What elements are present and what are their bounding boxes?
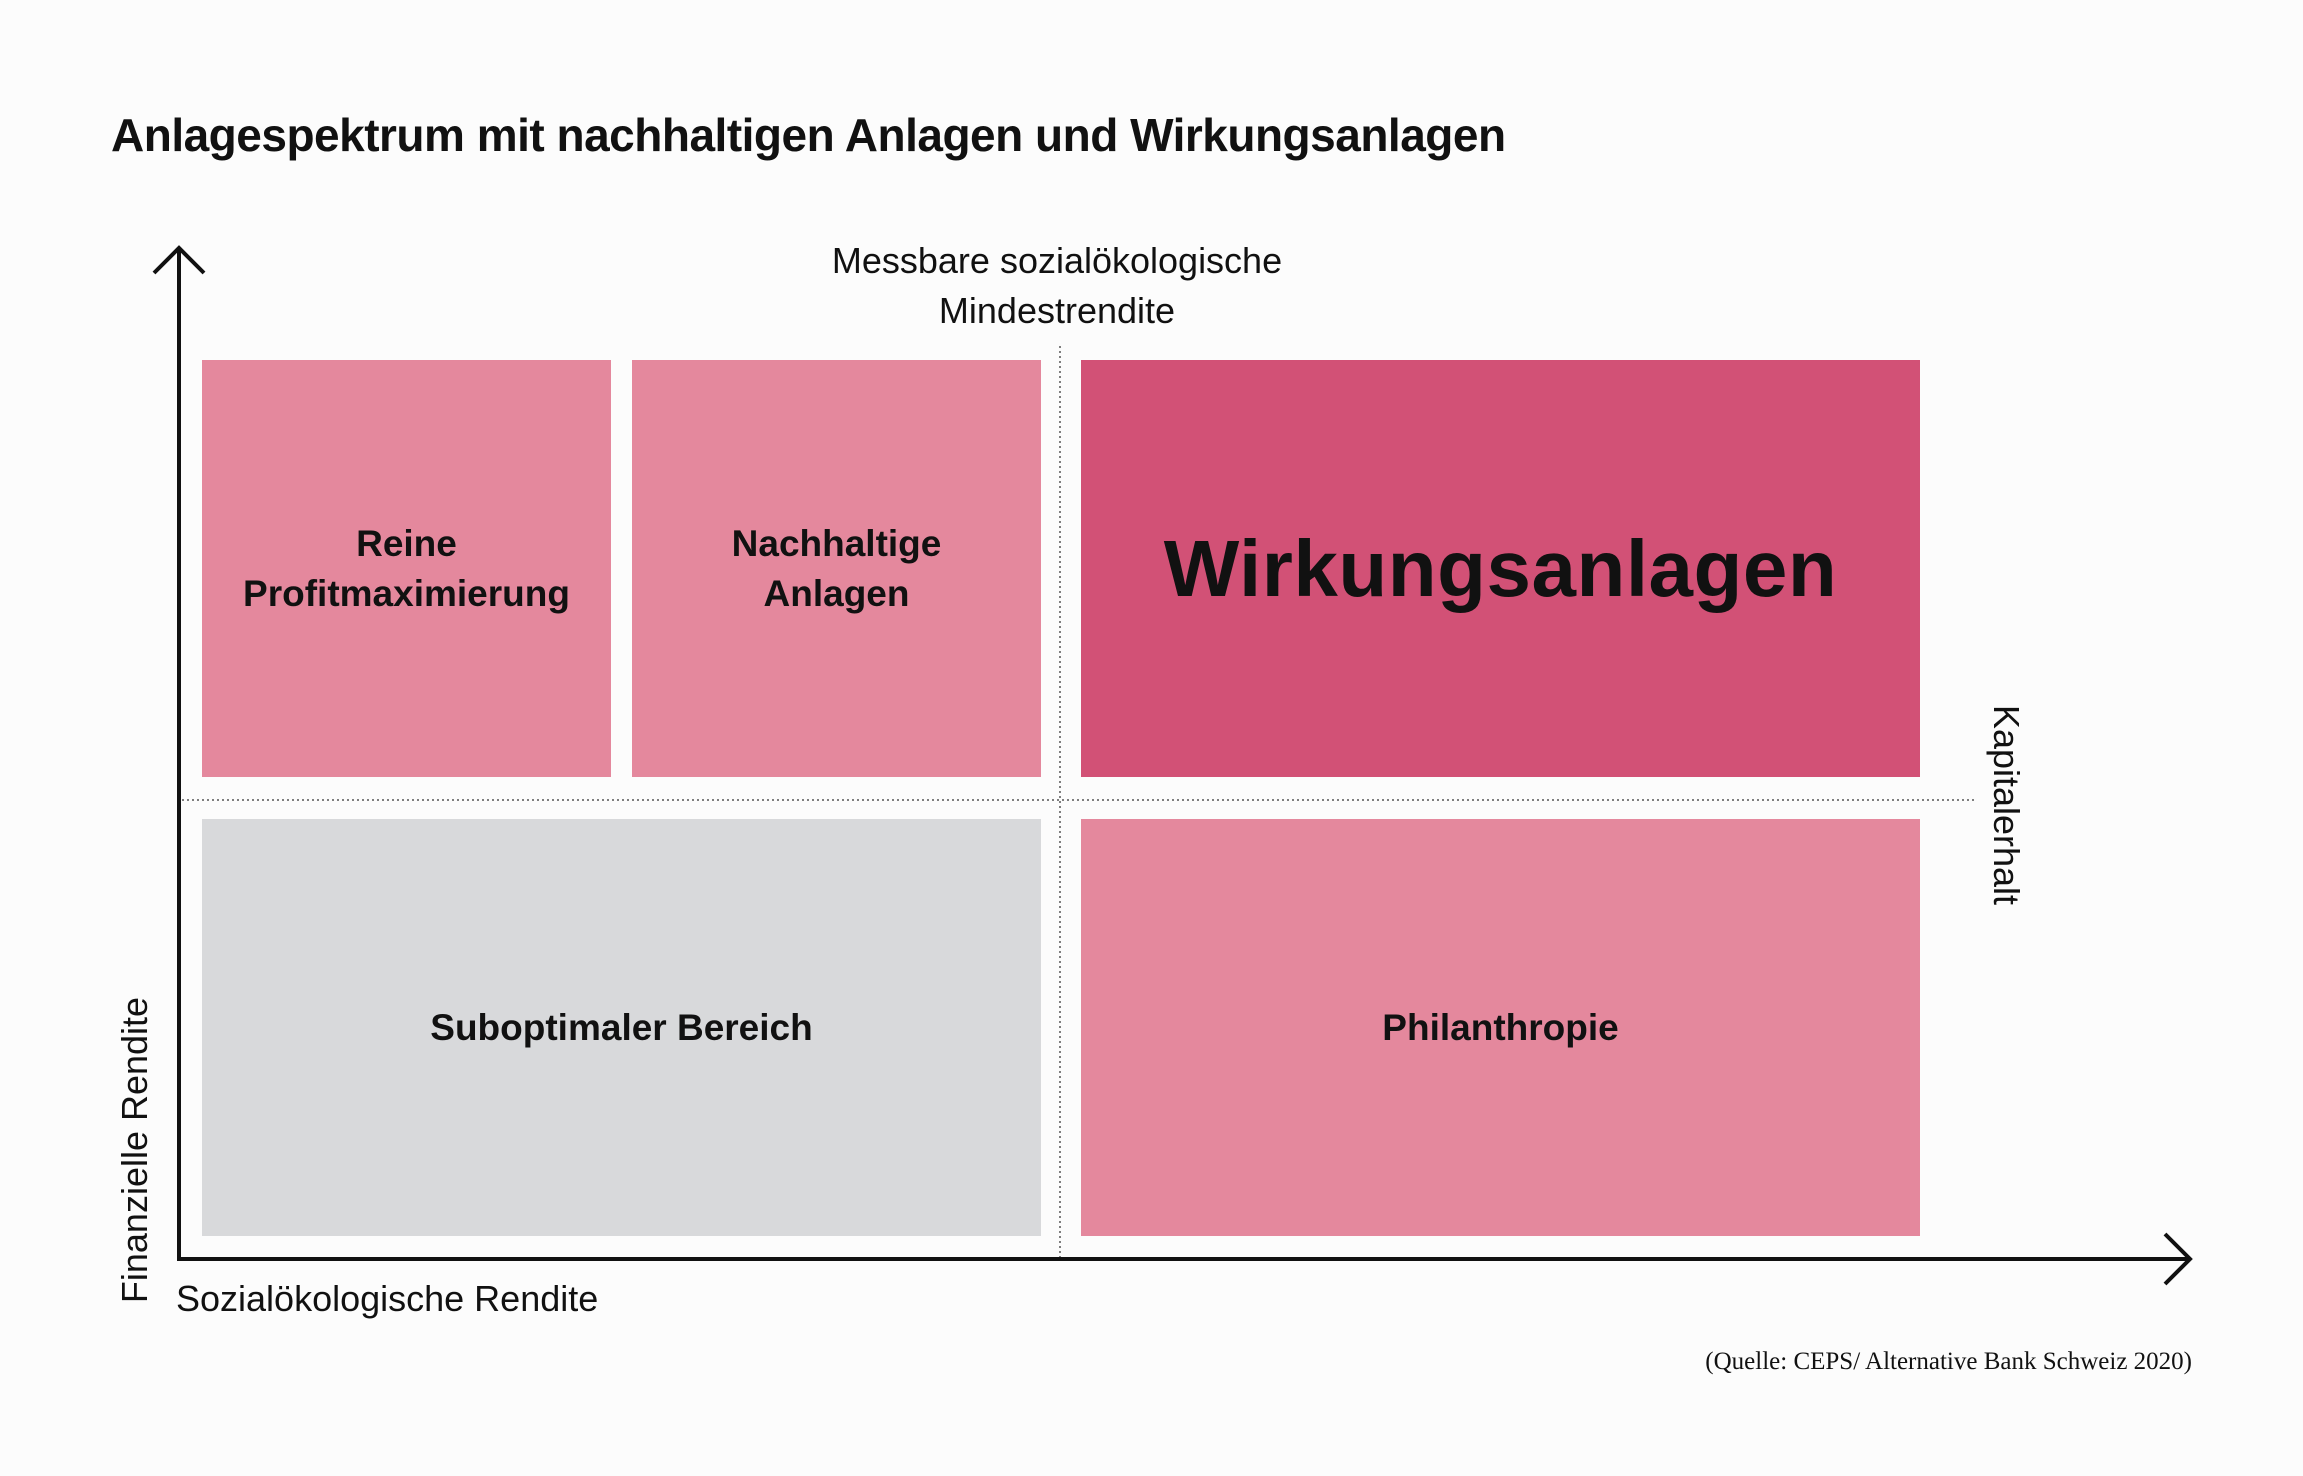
box-sustainable-line2: Anlagen bbox=[763, 572, 910, 614]
chart-title: Anlagespektrum mit nachhaltigen Anlagen … bbox=[111, 109, 1506, 161]
box-sustainable-investments: Nachhaltige Anlagen bbox=[632, 360, 1041, 777]
source-note: (Quelle: CEPS/ Alternative Bank Schweiz … bbox=[1705, 1348, 2192, 1375]
box-impact-investments: Wirkungsanlagen bbox=[1081, 360, 1920, 777]
box-suboptimal-area: Suboptimaler Bereich bbox=[202, 819, 1041, 1236]
min-return-label-line2: Mindestrendite bbox=[938, 290, 1176, 331]
y-axis-label: Finanzielle Rendite bbox=[114, 996, 155, 1304]
box-profit-maximization: Reine Profitmaximierung bbox=[202, 360, 611, 777]
box-philanthropy-label: Philanthropie bbox=[1382, 1006, 1619, 1048]
box-philanthropy: Philanthropie bbox=[1081, 819, 1920, 1236]
box-profit-line2: Profitmaximierung bbox=[243, 572, 570, 614]
box-sustainable-line1: Nachhaltige bbox=[731, 522, 942, 564]
min-return-label-line1: Messbare sozialökologische bbox=[831, 240, 1283, 281]
x-axis-arrow bbox=[2163, 1232, 2193, 1286]
min-return-label: Messbare sozialökologische Mindestrendit… bbox=[757, 236, 1357, 336]
y-axis-arrow bbox=[152, 245, 206, 275]
x-axis-label: Sozialökologische Rendite bbox=[176, 1278, 599, 1319]
box-suboptimal-label: Suboptimaler Bereich bbox=[430, 1006, 813, 1048]
box-profit-line1: Reine bbox=[356, 522, 457, 564]
box-impact-label: Wirkungsanlagen bbox=[1163, 523, 1838, 613]
capital-preservation-label: Kapitalerhalt bbox=[1986, 704, 2027, 906]
